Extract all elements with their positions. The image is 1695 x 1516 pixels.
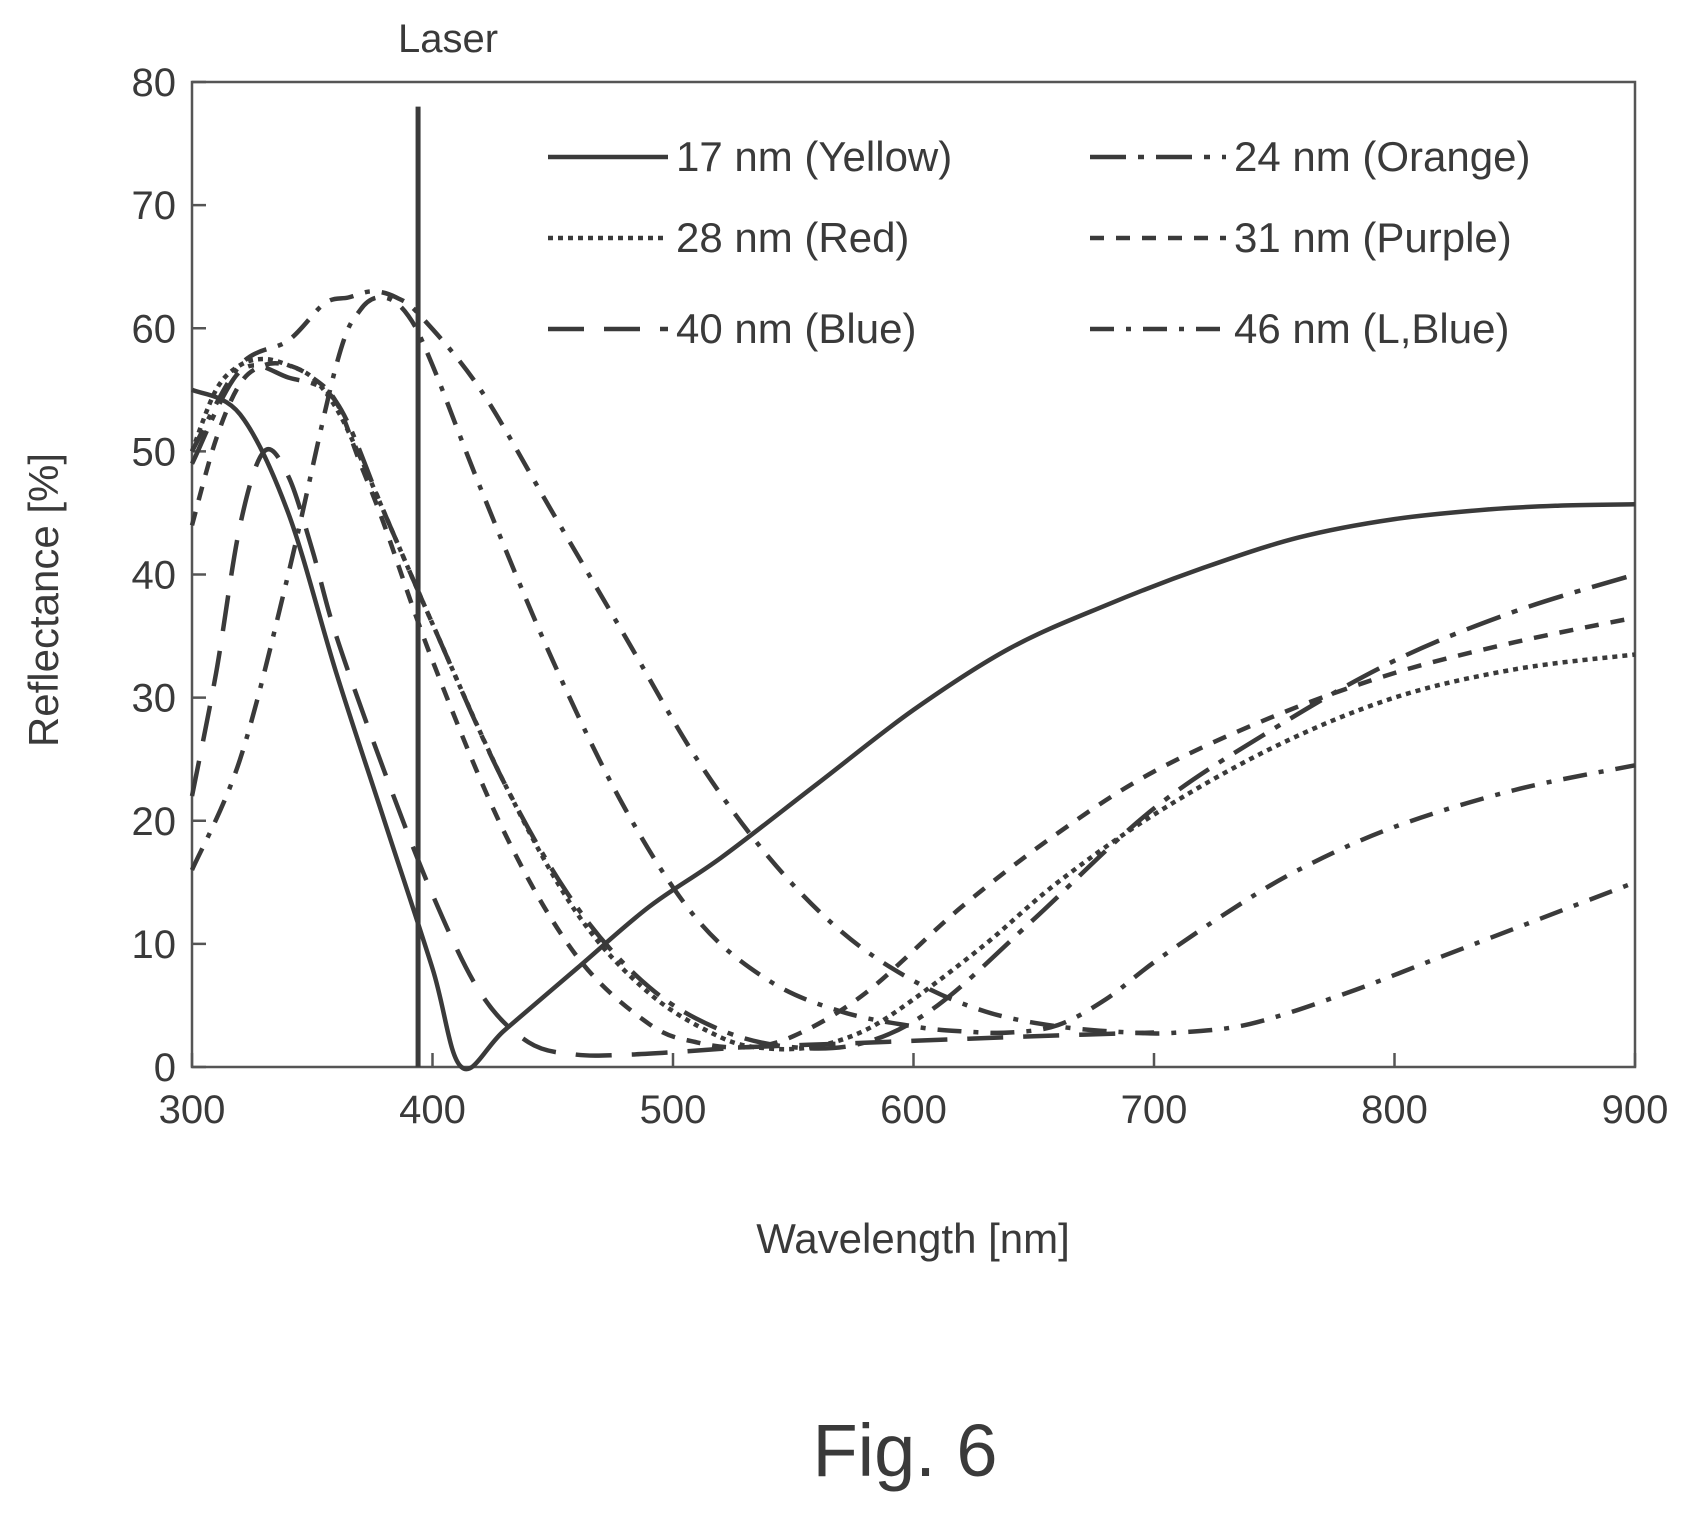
series-line-1 bbox=[190, 387, 1636, 1072]
series-line-4 bbox=[189, 361, 1636, 1050]
x-axis-title: Wavelength [nm] bbox=[756, 1215, 1070, 1262]
legend-label: 28 nm (Red) bbox=[676, 214, 909, 261]
y-tick-label: 40 bbox=[132, 554, 177, 598]
x-tick-label: 800 bbox=[1361, 1088, 1428, 1132]
y-tick-label: 50 bbox=[132, 430, 177, 474]
series-line-6 bbox=[189, 295, 1636, 1036]
y-tick-label: 0 bbox=[154, 1046, 176, 1090]
x-tick-label: 300 bbox=[159, 1088, 226, 1132]
y-axis-ticks: 0 10 20 30 40 50 60 70 80 bbox=[132, 61, 206, 1090]
legend-label: 46 nm (L,Blue) bbox=[1234, 305, 1509, 352]
series-line-5 bbox=[189, 447, 1155, 1058]
legend-label: 31 nm (Purple) bbox=[1234, 214, 1512, 261]
laser-marker: Laser bbox=[398, 17, 498, 1067]
y-tick-label: 10 bbox=[132, 923, 177, 967]
laser-label: Laser bbox=[398, 17, 498, 61]
y-axis-title: Reflectance [%] bbox=[20, 453, 67, 747]
legend-label: 24 nm (Orange) bbox=[1234, 133, 1530, 180]
series-line-3 bbox=[189, 356, 1636, 1052]
legend: 17 nm (Yellow) 24 nm (Orange) 28 nm (Red) 3… bbox=[548, 133, 1530, 352]
y-tick-label: 30 bbox=[132, 677, 177, 721]
x-tick-label: 500 bbox=[640, 1088, 707, 1132]
y-tick-label: 70 bbox=[132, 184, 177, 228]
series-line-2 bbox=[189, 363, 1636, 1051]
legend-label: 17 nm (Yellow) bbox=[676, 133, 952, 180]
x-tick-label: 600 bbox=[880, 1088, 947, 1132]
x-axis-ticks: 300 400 500 600 700 800 900 bbox=[159, 1053, 1669, 1132]
series-layer bbox=[189, 289, 1636, 1072]
legend-label: 40 nm (Blue) bbox=[676, 305, 916, 352]
series-line-7 bbox=[190, 289, 1636, 1036]
figure-caption: Fig. 6 bbox=[812, 1409, 997, 1492]
y-tick-label: 20 bbox=[132, 800, 177, 844]
y-tick-label: 60 bbox=[132, 307, 177, 351]
y-tick-label: 80 bbox=[132, 61, 177, 105]
x-tick-label: 900 bbox=[1602, 1088, 1669, 1132]
x-tick-label: 700 bbox=[1121, 1088, 1188, 1132]
x-tick-label: 400 bbox=[399, 1088, 466, 1132]
